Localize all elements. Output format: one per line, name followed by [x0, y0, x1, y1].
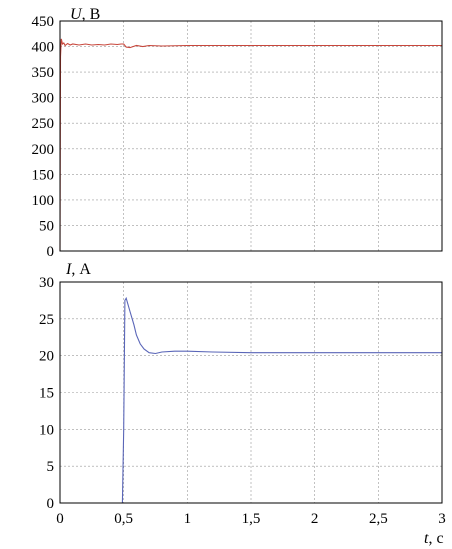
voltage-y-tick-label: 350 [32, 65, 55, 81]
current-y-tick-label: 20 [39, 349, 54, 365]
voltage-y-tick-label: 50 [39, 218, 54, 234]
time-axis-unit: , с [428, 530, 443, 547]
current-y-ticks: 0 5 10 15 20 25 30 [39, 275, 54, 512]
time-x-tick-label: 0 [56, 511, 64, 527]
current-y-tick-label: 30 [39, 275, 54, 291]
voltage-y-tick-label: 300 [32, 91, 55, 107]
time-x-tick-label: 1 [184, 511, 192, 527]
voltage-grid [60, 21, 442, 251]
voltage-y-tick-label: 250 [32, 116, 55, 132]
current-y-tick-label: 0 [47, 496, 55, 512]
voltage-chart: 0 50 100 150 200 250 300 350 400 450 U, В [32, 6, 443, 260]
current-axis-symbol: I [65, 261, 72, 278]
voltage-axis-symbol: U [70, 6, 83, 23]
current-axis-title: I, А [65, 261, 91, 278]
voltage-y-tick-label: 450 [32, 14, 55, 30]
voltage-y-tick-label: 400 [32, 40, 55, 56]
time-x-tick-label: 2,5 [369, 511, 388, 527]
current-grid [60, 282, 442, 503]
voltage-y-tick-label: 100 [32, 193, 55, 209]
voltage-y-ticks: 0 50 100 150 200 250 300 350 400 450 [32, 14, 55, 260]
time-x-tick-label: 1,5 [242, 511, 261, 527]
time-axis-symbol: t [424, 530, 429, 547]
current-chart: 0 5 10 15 20 25 30 0 0,5 1 1,5 2 2,5 3 I, А t, с [39, 261, 446, 547]
voltage-y-tick-label: 0 [47, 244, 55, 260]
voltage-y-tick-label: 200 [32, 142, 55, 158]
current-axis-unit: , А [71, 261, 91, 278]
current-y-tick-label: 10 [39, 422, 54, 438]
current-plot-frame [59, 281, 443, 504]
voltage-series-line [59, 38, 442, 252]
current-series-line [60, 296, 442, 504]
time-x-tick-label: 2 [311, 511, 319, 527]
voltage-axis-title: U, В [70, 6, 100, 23]
time-x-tick-label: 3 [438, 511, 446, 527]
time-axis-title: t, с [424, 530, 444, 547]
time-x-ticks: 0 0,5 1 1,5 2 2,5 3 [56, 511, 446, 527]
current-y-tick-label: 15 [39, 386, 54, 402]
current-y-tick-label: 25 [39, 312, 54, 328]
current-y-tick-label: 5 [47, 459, 55, 475]
voltage-y-tick-label: 150 [32, 167, 55, 183]
time-x-tick-label: 0,5 [114, 511, 133, 527]
voltage-axis-unit: , В [82, 6, 101, 23]
voltage-plot-frame [59, 20, 443, 252]
